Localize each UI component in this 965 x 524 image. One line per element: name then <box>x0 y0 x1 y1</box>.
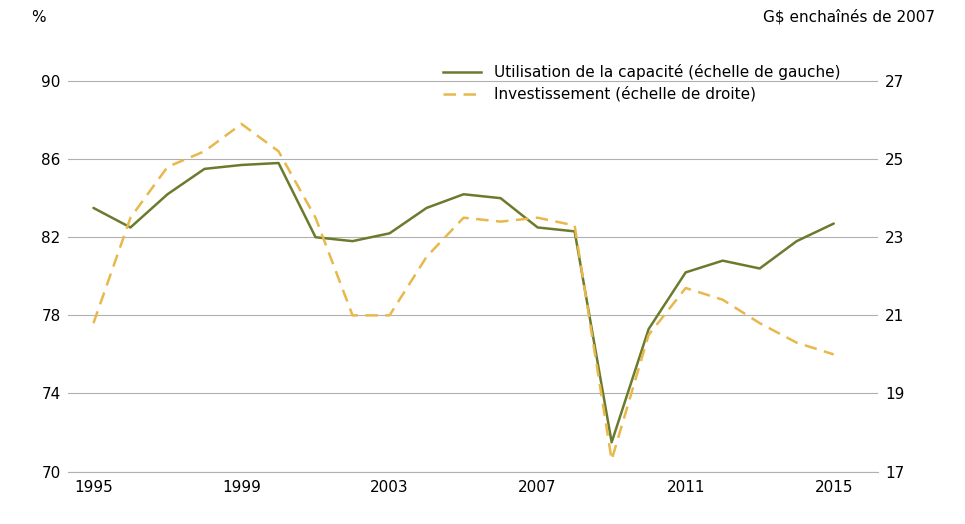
Text: %: % <box>31 10 45 25</box>
Legend: Utilisation de la capacité (échelle de gauche), Investissement (échelle de droit: Utilisation de la capacité (échelle de g… <box>437 58 846 108</box>
Text: G$ enchaînés de 2007: G$ enchaînés de 2007 <box>763 9 935 25</box>
